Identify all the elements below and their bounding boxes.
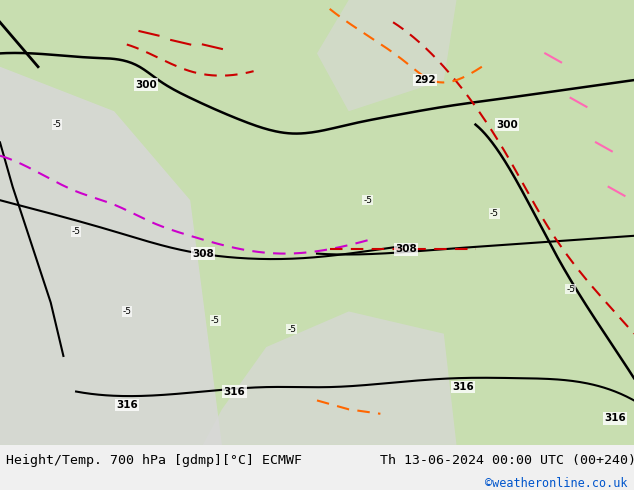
Text: -5: -5 [53,120,61,129]
Text: -5: -5 [122,307,131,316]
Text: ©weatheronline.co.uk: ©weatheronline.co.uk [485,477,628,490]
Text: -5: -5 [490,209,499,218]
Text: -5: -5 [566,285,575,294]
Text: -5: -5 [72,227,81,236]
Polygon shape [0,67,222,445]
Text: 300: 300 [496,120,518,129]
Polygon shape [317,0,456,111]
Text: -5: -5 [287,325,296,334]
Text: 292: 292 [414,75,436,85]
Text: 316: 316 [604,413,626,423]
Text: Th 13-06-2024 00:00 UTC (00+240): Th 13-06-2024 00:00 UTC (00+240) [380,454,634,467]
FancyBboxPatch shape [0,0,634,445]
Text: 308: 308 [192,248,214,259]
Polygon shape [203,312,456,445]
Text: -5: -5 [211,316,220,325]
Text: 308: 308 [395,244,417,254]
Text: Height/Temp. 700 hPa [gdmp][°C] ECMWF: Height/Temp. 700 hPa [gdmp][°C] ECMWF [6,454,302,467]
Text: 300: 300 [135,79,157,90]
Text: 316: 316 [116,400,138,410]
Text: 316: 316 [452,382,474,392]
Text: 316: 316 [224,387,245,396]
Text: -5: -5 [363,196,372,205]
